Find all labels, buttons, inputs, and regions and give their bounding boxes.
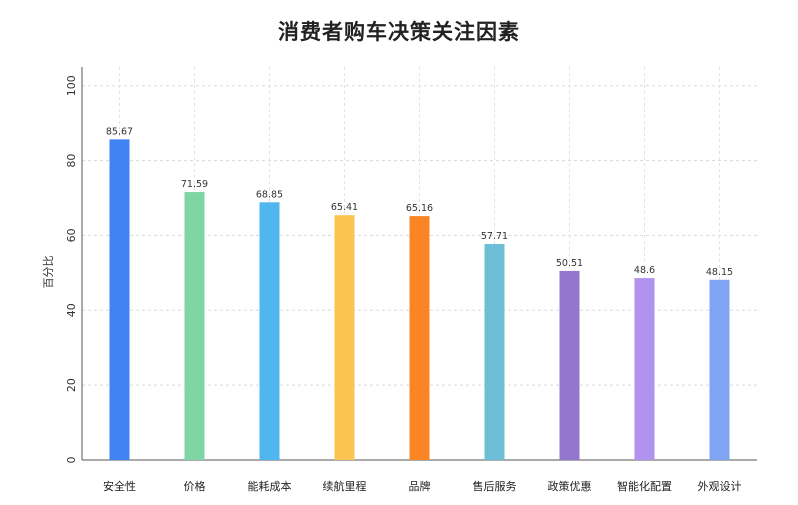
bar xyxy=(334,215,355,460)
y-axis-label: 百分比 xyxy=(42,256,55,289)
bar-value-label: 68.85 xyxy=(256,189,283,200)
x-tick-label: 品牌 xyxy=(409,479,431,493)
y-tick-label: 40 xyxy=(65,303,78,317)
y-tick-label: 80 xyxy=(65,154,78,168)
bar-value-label: 85.67 xyxy=(106,126,133,137)
y-tick-label: 20 xyxy=(65,378,78,392)
bar-value-label: 65.16 xyxy=(406,203,433,214)
x-tick-label: 安全性 xyxy=(103,479,136,493)
bar-value-label: 50.51 xyxy=(556,258,583,269)
x-tick-label: 外观设计 xyxy=(698,480,742,493)
bar xyxy=(259,202,280,460)
bar-value-label: 48.15 xyxy=(706,267,733,278)
bar xyxy=(484,243,505,460)
chart-title: 消费者购车决策关注因素 xyxy=(278,20,520,44)
x-tick-label: 政策优惠 xyxy=(548,479,592,493)
y-tick-label: 0 xyxy=(65,457,78,464)
x-tick-label: 能耗成本 xyxy=(248,479,292,493)
bar xyxy=(184,192,205,460)
x-tick-label: 价格 xyxy=(184,479,206,493)
y-tick-label: 100 xyxy=(65,75,78,96)
x-tick-label: 售后服务 xyxy=(473,479,517,493)
labels: 0 20 40 60 80 100 85.67 安全性 71.59 价格 68.85 能耗成本 65.4… xyxy=(65,75,742,493)
y-tick-label: 60 xyxy=(65,228,78,242)
x-tick-label: 续航里程 xyxy=(323,479,367,493)
x-tick-label: 智能化配置 xyxy=(617,479,672,493)
bar xyxy=(634,278,655,460)
bar-value-label: 71.59 xyxy=(181,179,208,190)
bar-value-label: 48.6 xyxy=(634,265,655,276)
bar xyxy=(559,270,580,460)
bar xyxy=(409,216,430,460)
bars xyxy=(109,139,730,460)
bar xyxy=(109,139,130,460)
bar-value-label: 57.71 xyxy=(481,231,508,242)
bar xyxy=(709,279,730,460)
bar-value-label: 65.41 xyxy=(331,202,358,213)
